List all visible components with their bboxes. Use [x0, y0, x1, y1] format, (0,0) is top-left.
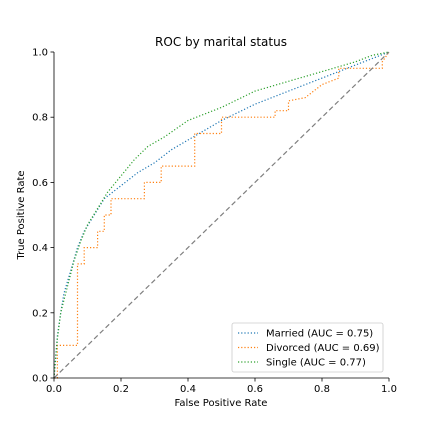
y-tick-label: 1.0: [32, 48, 48, 59]
y-ticks: 0.0 0.2 0.4 0.6 0.8 1.0: [32, 48, 54, 385]
y-tick-label: 0.0: [32, 374, 48, 385]
x-tick-label: 0.6: [247, 384, 263, 395]
y-tick-label: 0.2: [32, 308, 48, 319]
y-tick-label: 0.4: [32, 243, 48, 254]
chart-title: ROC by marital status: [155, 35, 287, 49]
series-line-chance: [53, 51, 390, 379]
x-tick-label: 0.4: [180, 384, 196, 395]
series-line-divorced: [54, 51, 390, 379]
series-line-single: [53, 51, 390, 379]
series-line-married: [53, 51, 390, 379]
legend: Married (AUC = 0.75) Divorced (AUC = 0.69…: [231, 322, 384, 373]
legend-label-divorced: Divorced (AUC = 0.69): [266, 343, 380, 354]
x-tick-label: 1.0: [381, 384, 397, 395]
legend-frame: [231, 322, 384, 373]
x-ticks: 0.0 0.2 0.4 0.6 0.8 1.0: [46, 378, 397, 395]
x-tick-label: 0.2: [113, 384, 129, 395]
y-tick-label: 0.6: [32, 178, 48, 189]
x-tick-label: 0.8: [314, 384, 330, 395]
plot-lines: [53, 51, 390, 379]
legend-label-single: Single (AUC = 0.77): [266, 358, 366, 369]
legend-label-married: Married (AUC = 0.75): [266, 329, 373, 340]
x-axis-label: False Positive Rate: [175, 398, 268, 409]
y-tick-label: 0.8: [32, 113, 48, 124]
y-axis-label: True Positive Rate: [16, 170, 27, 260]
x-tick-label: 0.0: [46, 384, 62, 395]
